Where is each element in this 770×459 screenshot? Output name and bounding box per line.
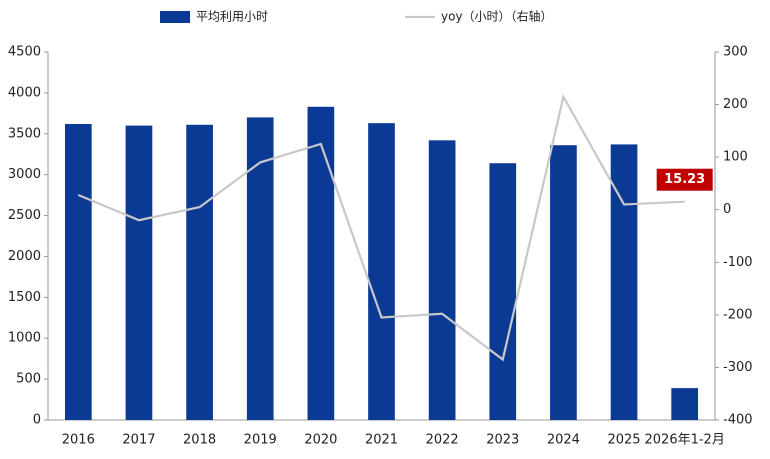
value-label: 15.23 — [664, 172, 705, 187]
y-tick-label: 0 — [33, 413, 41, 428]
y-tick-label: 1500 — [8, 290, 41, 305]
line — [77, 93, 685, 362]
x-tick-label: 2026年1-2月 — [645, 433, 725, 448]
y-tick-label: 1000 — [8, 331, 41, 346]
x-tick-label: 2019 — [244, 433, 277, 448]
x-tick-label: 2018 — [183, 433, 216, 448]
bar — [489, 163, 517, 420]
bar — [125, 125, 153, 420]
y2-tick-label: -300 — [723, 360, 753, 375]
bar — [64, 123, 92, 420]
x-tick-label: 2021 — [365, 433, 398, 448]
legend-swatch — [160, 11, 190, 23]
y-tick-label: 3000 — [8, 167, 41, 182]
x-tick-label: 2023 — [486, 433, 519, 448]
value-label-box — [656, 168, 713, 191]
legend-label: 平均利用小时 — [196, 10, 268, 24]
y-tick-label: 2000 — [8, 249, 41, 264]
y-tick-label: 2500 — [8, 208, 41, 223]
y2-tick-label: -100 — [723, 255, 753, 270]
bar — [428, 140, 456, 420]
x-tick-label: 2025 — [607, 433, 640, 448]
x-tick-label: 2016 — [62, 433, 95, 448]
x-tick-label: 2024 — [547, 433, 580, 448]
x-tick-label: 2022 — [426, 433, 459, 448]
legend-label: yoy（小时）（右轴） — [441, 9, 553, 24]
bar — [671, 388, 699, 420]
y2-tick-label: -200 — [723, 307, 753, 322]
y2-tick-label: -400 — [723, 413, 753, 428]
y2-tick-label: 0 — [723, 202, 731, 217]
y-tick-label: 4000 — [8, 85, 41, 100]
bar — [550, 145, 577, 420]
y2-tick-label: 300 — [723, 45, 748, 60]
y2-tick-label: 100 — [723, 150, 748, 165]
bar — [186, 124, 213, 420]
bar — [368, 123, 395, 420]
x-tick-label: 2017 — [122, 433, 155, 448]
x-tick-label: 2020 — [304, 433, 337, 448]
y2-tick-label: 200 — [723, 97, 748, 112]
y-tick-label: 500 — [16, 372, 41, 387]
y-tick-label: 4500 — [8, 45, 41, 60]
y-tick-label: 3500 — [8, 126, 41, 141]
bar — [307, 106, 335, 421]
